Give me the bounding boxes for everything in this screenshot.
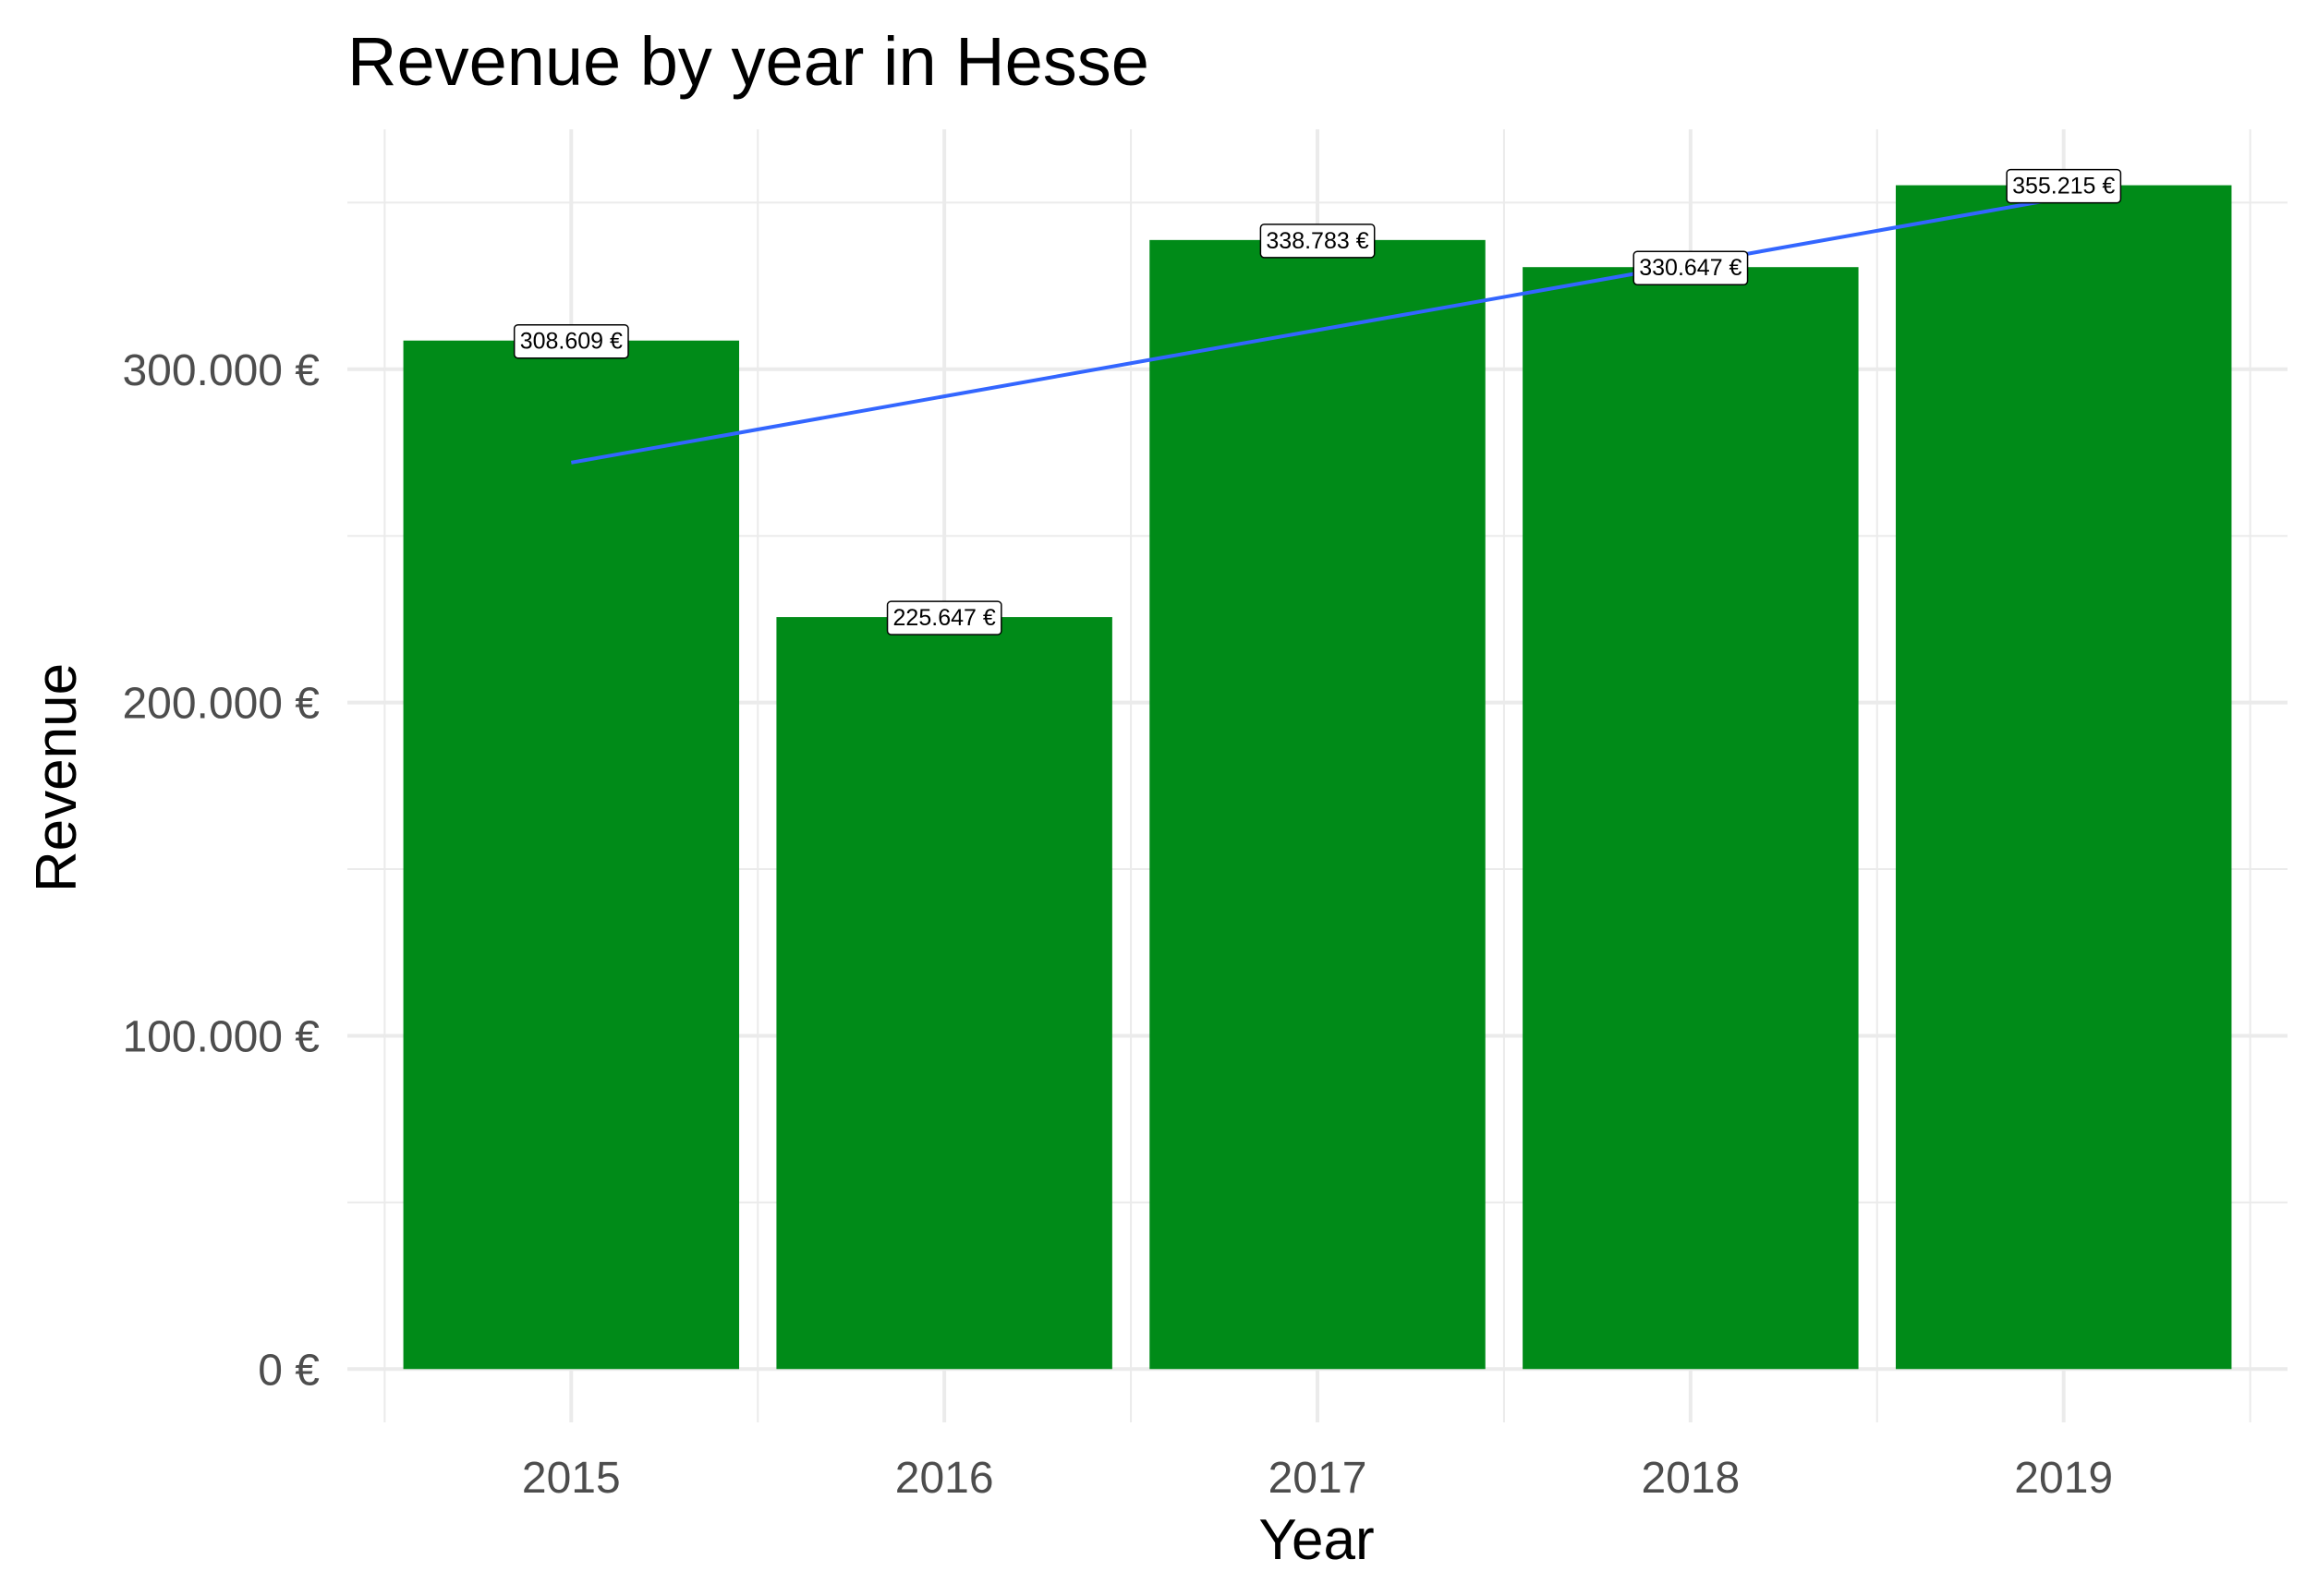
data-labels: 308.609 € 225.647 € 338.783 € 330.647 € 355.… [513, 168, 2122, 635]
data-label-2016: 225.647 € [886, 600, 1002, 635]
y-tick-label: 300.000 € [122, 346, 320, 395]
y-tick-label: 0 € [258, 1346, 320, 1395]
y-tick-label: 100.000 € [122, 1012, 320, 1061]
x-tick-label: 2015 [522, 1454, 621, 1503]
data-label-2017: 338.783 € [1259, 224, 1376, 259]
data-label-box [1632, 250, 1749, 285]
data-label-text: 338.783 € [1266, 228, 1368, 254]
x-axis-title: Year [1258, 1508, 1374, 1572]
x-axis: 2015 2016 2017 2018 2019 [522, 1454, 2113, 1503]
data-label-2019: 355.215 € [2006, 168, 2122, 204]
data-label-text: 355.215 € [2012, 174, 2115, 200]
bar-2019 [1895, 185, 2232, 1370]
trend-line [570, 195, 2065, 465]
data-label-2018: 330.647 € [1632, 250, 1749, 285]
x-tick-label: 2017 [1268, 1454, 1367, 1503]
chart-title: Revenue by year in Hesse [347, 23, 1149, 100]
y-tick-label: 200.000 € [122, 680, 320, 729]
bar-2015 [403, 340, 740, 1370]
x-tick-label: 2018 [1641, 1454, 1740, 1503]
x-tick-label: 2016 [895, 1454, 994, 1503]
data-label-box [886, 600, 1002, 635]
bars [403, 185, 2232, 1370]
data-label-text: 330.647 € [1639, 255, 1742, 281]
data-label-text: 308.609 € [520, 329, 623, 355]
y-axis: 0 € 100.000 € 200.000 € 300.000 € [122, 346, 320, 1395]
bar-2018 [1523, 267, 1859, 1370]
data-label-box [1259, 224, 1376, 259]
bar-2016 [776, 617, 1112, 1370]
x-tick-label: 2019 [2014, 1454, 2113, 1503]
data-label-text: 225.647 € [893, 605, 996, 631]
data-label-box [513, 323, 629, 359]
data-label-box [2006, 168, 2122, 204]
data-label-2015: 308.609 € [513, 323, 629, 359]
y-axis-title: Revenue [25, 663, 89, 892]
bar-2017 [1149, 239, 1486, 1370]
